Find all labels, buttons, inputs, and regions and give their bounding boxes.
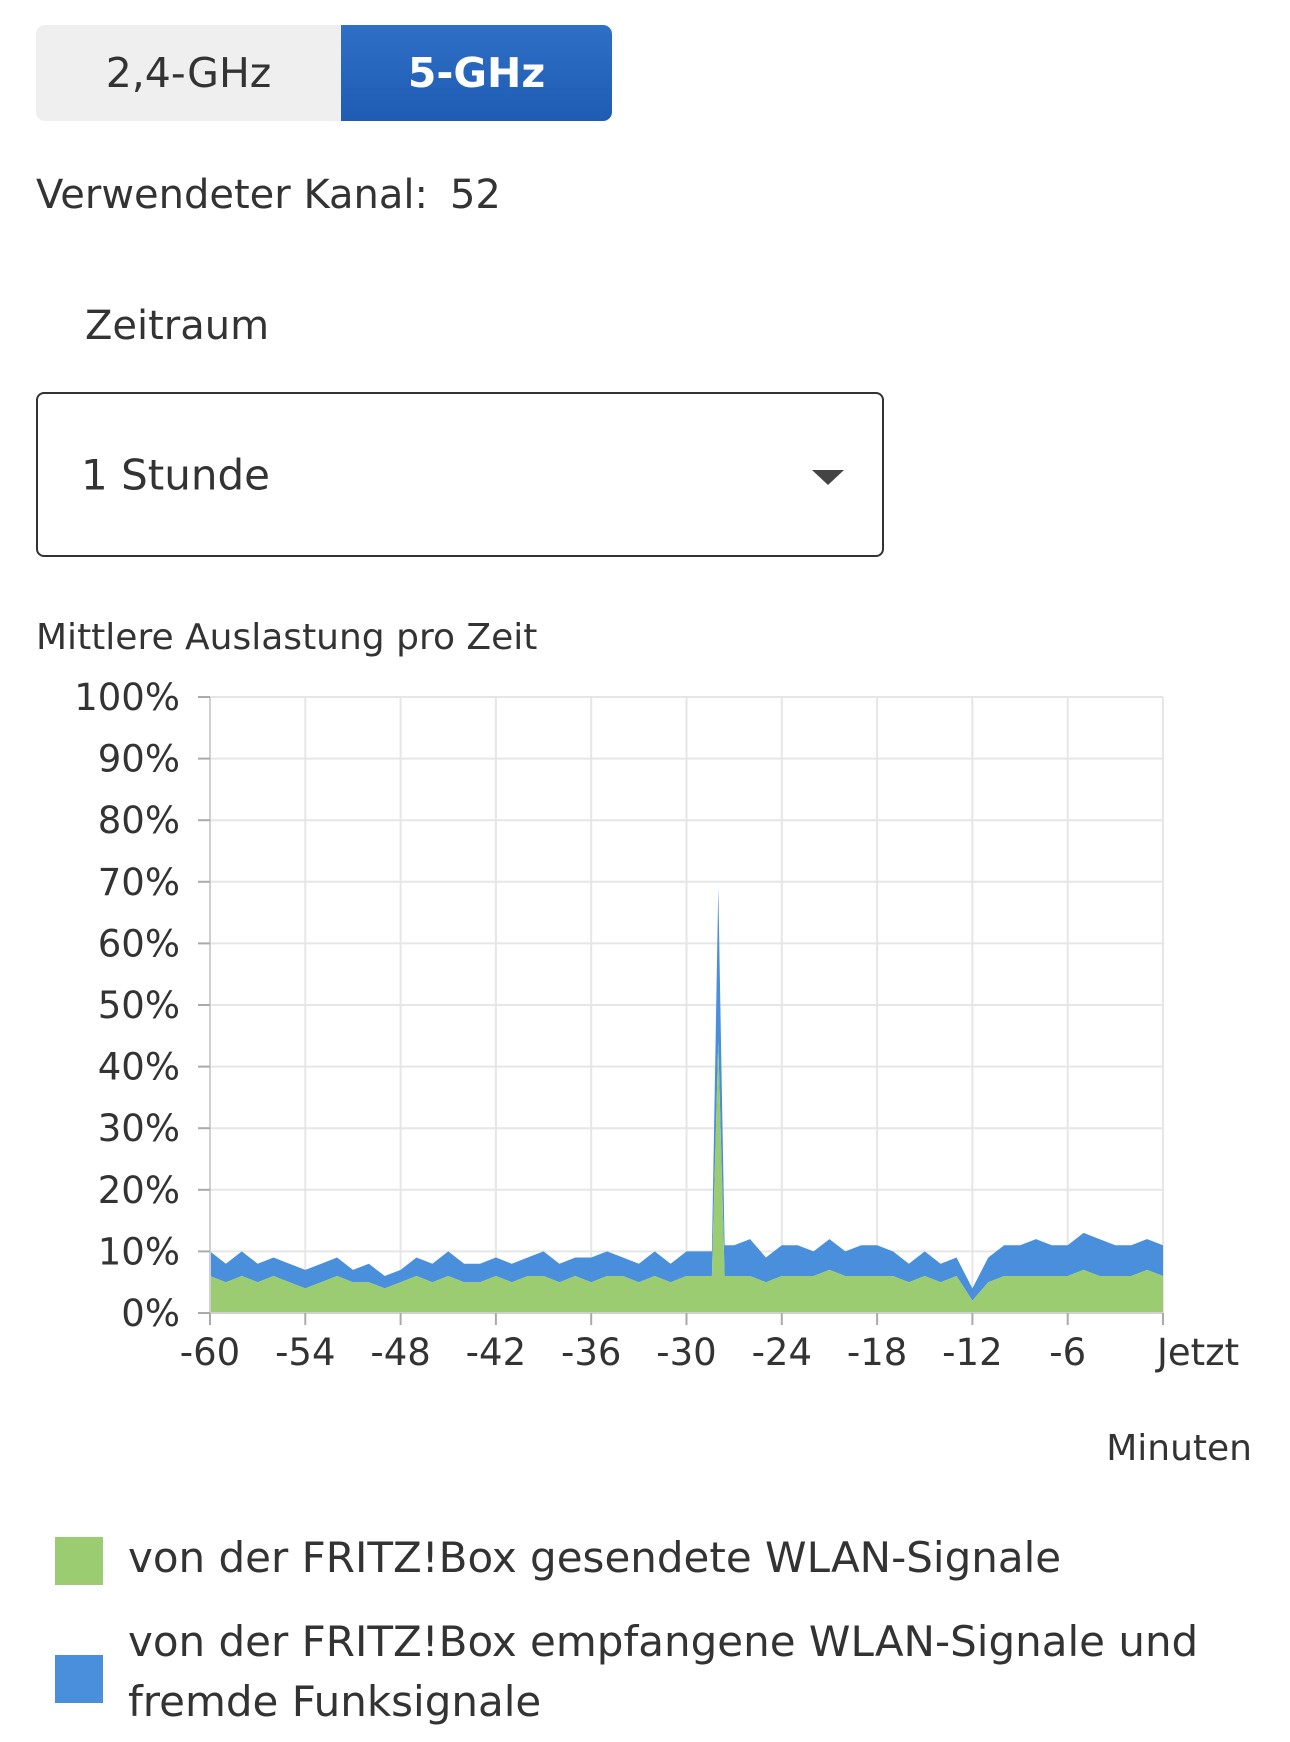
band-toggle: 2,4-GHz 5-GHz bbox=[36, 25, 612, 121]
channel-value: 52 bbox=[449, 172, 501, 218]
x-tick-label: -6 bbox=[1049, 1331, 1086, 1374]
x-tick-label: -42 bbox=[466, 1331, 526, 1374]
y-tick-label: 40% bbox=[98, 1046, 180, 1089]
band-5-ghz-button[interactable]: 5-GHz bbox=[341, 25, 612, 121]
channel-label: Verwendeter Kanal: bbox=[36, 172, 428, 218]
y-tick-label: 70% bbox=[98, 861, 180, 904]
x-tick-label: -18 bbox=[847, 1331, 907, 1374]
y-tick-label: 80% bbox=[98, 799, 180, 842]
x-tick-label: -48 bbox=[370, 1331, 430, 1374]
usage-chart: 0%10%20%30%40%50%60%70%80%90%100%-60 -54-… bbox=[74, 676, 1239, 1374]
y-tick-label: 90% bbox=[98, 738, 180, 781]
chart-title: Mittlere Auslastung pro Zeit bbox=[36, 617, 538, 658]
y-tick-label: 100% bbox=[74, 676, 180, 719]
series-area-sent bbox=[210, 1041, 1163, 1313]
band-2-4-ghz-button[interactable]: 2,4-GHz bbox=[36, 25, 341, 121]
x-tick-label: -36 bbox=[561, 1331, 621, 1374]
x-tick-label: -30 bbox=[656, 1331, 716, 1374]
period-label: Zeitraum bbox=[85, 303, 270, 349]
x-tick-label: -54 bbox=[275, 1331, 335, 1374]
x-tick-label: -24 bbox=[752, 1331, 812, 1374]
legend-label-sent: von der FRITZ!Box gesendete WLAN-Signale bbox=[128, 1533, 1062, 1582]
x-axis-unit-label: Minuten bbox=[1106, 1428, 1252, 1469]
y-tick-label: 60% bbox=[98, 922, 180, 965]
series-area-received bbox=[210, 887, 1163, 1301]
channel-info: Verwendeter Kanal: 52 bbox=[36, 172, 501, 218]
legend-swatch-sent bbox=[55, 1537, 103, 1585]
legend-swatch-received bbox=[55, 1655, 103, 1703]
y-tick-label: 20% bbox=[98, 1169, 180, 1212]
legend-label-received: von der FRITZ!Box empfangene WLAN-Signal… bbox=[128, 1617, 1199, 1726]
y-tick-label: 30% bbox=[98, 1107, 180, 1150]
y-tick-label: 10% bbox=[98, 1230, 180, 1273]
x-tick-label: Jetzt bbox=[1155, 1331, 1239, 1374]
y-tick-label: 50% bbox=[98, 984, 180, 1027]
chevron-down-icon bbox=[812, 470, 844, 485]
period-select[interactable]: 1 Stunde bbox=[36, 392, 884, 557]
x-tick-label: -12 bbox=[942, 1331, 1002, 1374]
period-select-value: 1 Stunde bbox=[81, 450, 270, 499]
x-tick-label: -60 bbox=[180, 1331, 240, 1374]
y-tick-label: 0% bbox=[121, 1292, 180, 1335]
